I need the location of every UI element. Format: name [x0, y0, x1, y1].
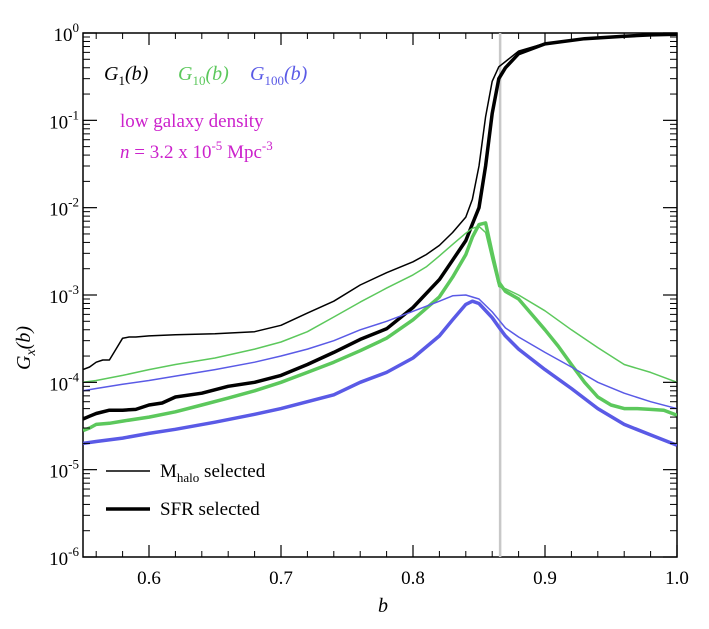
legend-sfr-label: SFR selected [160, 499, 260, 520]
y-tick-label: 10-4 [49, 369, 79, 395]
y-axis-label-sub: x [24, 349, 39, 357]
y-axis-label-tail: (b) [13, 326, 35, 350]
tick-layer [83, 32, 678, 558]
annotation-line1: low galaxy density [120, 111, 264, 132]
series-G1-sfr [83, 33, 677, 421]
y-tick-label: 10-1 [49, 107, 79, 133]
series-layer [83, 33, 677, 447]
x-tick-label: 1.0 [665, 568, 689, 589]
legend-g1: G1(b) [104, 63, 149, 88]
annotation: low galaxy density n = 3.2 x 10-5 Mpc-3 [120, 111, 273, 163]
y-tick-label: 10-3 [49, 282, 79, 308]
annotation-line2: n = 3.2 x 10-5 Mpc-3 [120, 138, 273, 163]
series-G100-mhalo [83, 294, 677, 410]
y-tick-label: 10-2 [49, 195, 79, 221]
x-axis-label: b [378, 595, 388, 617]
legend-mhalo-label: Mhalo selected [160, 461, 266, 485]
x-tick-label: 0.6 [137, 568, 161, 589]
svg-text:Gx(b): Gx(b) [13, 326, 39, 370]
series-G100-sfr [83, 299, 677, 447]
y-tick-label: 100 [54, 20, 80, 46]
x-tick-label: 0.8 [401, 568, 425, 589]
legend-top: G1(b) G10(b) G100(b) [104, 63, 308, 88]
y-axis-label-g: G [13, 355, 35, 370]
legend-bottom: Mhalo selected SFR selected [106, 461, 266, 520]
label-layer: 0.6 0.7 0.8 0.9 1.0 100 10-1 10-2 10-3 10-4 10-5 10… [49, 20, 689, 589]
y-tick-label: 10-5 [49, 457, 79, 483]
series-G1-mhalo [83, 33, 677, 371]
legend-g100: G100(b) [250, 63, 308, 88]
x-tick-label: 0.7 [269, 568, 293, 589]
series-G10-mhalo [83, 225, 677, 384]
y-tick-label: 10-6 [49, 544, 79, 570]
series-G10-sfr [83, 221, 677, 433]
legend-g10: G10(b) [178, 63, 229, 88]
x-tick-label: 0.9 [533, 568, 557, 589]
y-axis-label: Gx(b) [13, 326, 39, 370]
